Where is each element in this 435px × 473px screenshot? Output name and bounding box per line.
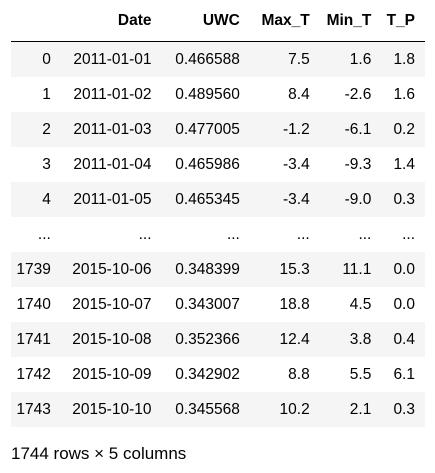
column-header-max-t: Max_T bbox=[249, 0, 320, 42]
cell-t-p: 0.2 bbox=[393, 120, 415, 138]
cell-min-t: 2.1 bbox=[349, 400, 372, 418]
cell-date: 2015-10-08 bbox=[72, 330, 152, 348]
cell-uwc: 0.348399 bbox=[175, 260, 240, 278]
column-header-uwc: UWC bbox=[161, 0, 250, 42]
cell-max-t: 18.8 bbox=[279, 295, 310, 313]
cell-t-p: 0.0 bbox=[393, 295, 415, 313]
cell-uwc: ... bbox=[226, 225, 240, 243]
table-row: 0 2011-01-01 0.466588 7.5 1.6 1.8 bbox=[11, 41, 425, 77]
cell-date: 2015-10-09 bbox=[72, 365, 152, 383]
cell-max-t: -3.4 bbox=[283, 155, 310, 173]
column-header-date: Date bbox=[60, 0, 162, 42]
cell-t-p: ... bbox=[402, 225, 415, 243]
cell-uwc: 0.489560 bbox=[175, 85, 240, 103]
cell-date: 2011-01-05 bbox=[73, 190, 152, 208]
cell-min-t: -6.1 bbox=[344, 120, 372, 138]
table-row: 1742 2015-10-09 0.342902 8.8 5.5 6.1 bbox=[11, 357, 425, 392]
row-index: 4 bbox=[42, 190, 51, 208]
cell-date: 2011-01-01 bbox=[73, 50, 152, 68]
cell-date: 2011-01-03 bbox=[73, 120, 152, 138]
cell-t-p: 1.6 bbox=[393, 85, 415, 103]
row-index: 1 bbox=[42, 85, 51, 103]
ellipsis-row: ... ... ... ... ... ... bbox=[11, 217, 425, 252]
table-row: 1741 2015-10-08 0.352366 12.4 3.8 0.4 bbox=[11, 322, 425, 357]
table-row: 1 2011-01-02 0.489560 8.4 -2.6 1.6 bbox=[11, 77, 425, 112]
cell-date: 2015-10-10 bbox=[72, 400, 152, 418]
cell-uwc: 0.343007 bbox=[175, 295, 240, 313]
cell-max-t: 8.4 bbox=[288, 85, 310, 103]
cell-t-p: 1.4 bbox=[393, 155, 415, 173]
cell-uwc: 0.352366 bbox=[175, 330, 240, 348]
cell-uwc: 0.465345 bbox=[175, 190, 240, 208]
table-row: 1739 2015-10-06 0.348399 15.3 11.1 0.0 bbox=[11, 252, 425, 287]
row-index: 1740 bbox=[16, 295, 51, 313]
cell-t-p: 0.4 bbox=[393, 330, 415, 348]
cell-min-t: -9.3 bbox=[344, 155, 372, 173]
cell-max-t: -1.2 bbox=[283, 120, 310, 138]
cell-max-t: -3.4 bbox=[283, 190, 310, 208]
cell-t-p: 0.0 bbox=[393, 260, 415, 278]
header-row: Date UWC Max_T Min_T T_P bbox=[11, 0, 425, 42]
cell-min-t: 5.5 bbox=[349, 365, 372, 383]
cell-min-t: ... bbox=[358, 225, 372, 243]
cell-max-t: 8.8 bbox=[288, 365, 310, 383]
dataframe-table: Date UWC Max_T Min_T T_P 0 2011-01-01 0.… bbox=[11, 0, 425, 427]
cell-max-t: 7.5 bbox=[288, 50, 310, 68]
cell-date: 2011-01-02 bbox=[73, 85, 152, 103]
row-index: 0 bbox=[42, 50, 51, 68]
cell-date: 2015-10-07 bbox=[72, 295, 152, 313]
row-index: 1741 bbox=[16, 330, 51, 348]
table-row: 1740 2015-10-07 0.343007 18.8 4.5 0.0 bbox=[11, 287, 425, 322]
cell-max-t: ... bbox=[296, 225, 310, 243]
cell-min-t: -2.6 bbox=[344, 85, 372, 103]
table-row: 1743 2015-10-10 0.345568 10.2 2.1 0.3 bbox=[11, 392, 425, 427]
table-row: 2 2011-01-03 0.477005 -1.2 -6.1 0.2 bbox=[11, 112, 425, 147]
row-index: ... bbox=[37, 225, 51, 243]
row-index: 2 bbox=[42, 120, 51, 138]
cell-date: 2015-10-06 bbox=[72, 260, 152, 278]
column-header-t-p: T_P bbox=[381, 0, 425, 42]
cell-date: ... bbox=[138, 225, 152, 243]
column-header-min-t: Min_T bbox=[319, 0, 382, 42]
row-index: 1743 bbox=[16, 400, 51, 418]
row-index: 1742 bbox=[16, 365, 51, 383]
cell-t-p: 0.3 bbox=[393, 400, 415, 418]
cell-t-p: 6.1 bbox=[393, 365, 415, 383]
cell-uwc: 0.466588 bbox=[175, 50, 240, 68]
cell-max-t: 10.2 bbox=[279, 400, 310, 418]
cell-max-t: 15.3 bbox=[279, 260, 310, 278]
cell-uwc: 0.342902 bbox=[175, 365, 240, 383]
cell-min-t: 1.6 bbox=[349, 50, 372, 68]
dataframe-output: Date UWC Max_T Min_T T_P 0 2011-01-01 0.… bbox=[11, 0, 425, 427]
cell-t-p: 0.3 bbox=[393, 190, 415, 208]
cell-min-t: -9.0 bbox=[344, 190, 372, 208]
cell-date: 2011-01-04 bbox=[73, 155, 152, 173]
table-row: 4 2011-01-05 0.465345 -3.4 -9.0 0.3 bbox=[11, 182, 425, 217]
cell-uwc: 0.345568 bbox=[175, 400, 240, 418]
cell-uwc: 0.465986 bbox=[175, 155, 240, 173]
cell-t-p: 1.8 bbox=[393, 50, 415, 68]
dataframe-shape-footer: 1744 rows × 5 columns bbox=[11, 444, 187, 463]
cell-min-t: 4.5 bbox=[349, 295, 372, 313]
table-row: 3 2011-01-04 0.465986 -3.4 -9.3 1.4 bbox=[11, 147, 425, 182]
cell-min-t: 11.1 bbox=[342, 260, 372, 278]
index-header bbox=[11, 0, 61, 42]
row-index: 3 bbox=[42, 155, 51, 173]
row-index: 1739 bbox=[16, 260, 51, 278]
cell-max-t: 12.4 bbox=[279, 330, 310, 348]
cell-min-t: 3.8 bbox=[349, 330, 372, 348]
cell-uwc: 0.477005 bbox=[175, 120, 240, 138]
